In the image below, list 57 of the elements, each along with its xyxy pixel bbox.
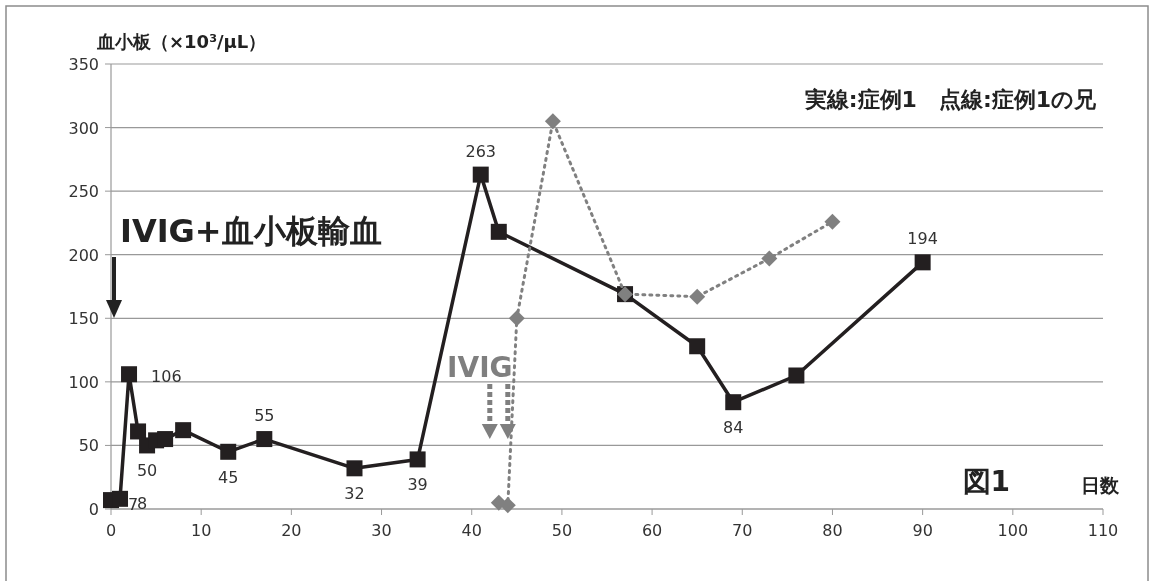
y-tick-label: 100 — [68, 372, 99, 392]
point — [508, 310, 525, 327]
point — [914, 254, 931, 271]
y-tick-label: 0 — [88, 500, 99, 519]
point — [220, 443, 237, 460]
x-tick-label: 100 — [997, 521, 1029, 540]
x-tick-label: 10 — [191, 521, 212, 540]
point — [256, 431, 273, 448]
x-tick-label: 50 — [551, 521, 573, 540]
point — [130, 423, 147, 440]
annotation: IVIG — [447, 351, 513, 385]
y-tick-label: 250 — [68, 182, 99, 202]
point — [112, 490, 129, 507]
x-tick-label: 40 — [461, 521, 482, 540]
data-label: 7 — [128, 495, 139, 515]
x-tick-label: 0 — [105, 521, 117, 540]
annotation: IVIG+血小板輸血 — [120, 212, 382, 250]
point — [409, 451, 426, 468]
point — [824, 213, 841, 230]
point — [544, 113, 561, 130]
x-tick-label: 70 — [732, 521, 753, 540]
data-label: 8 — [137, 493, 148, 513]
point — [157, 431, 174, 448]
data-label: 194 — [907, 229, 938, 249]
annotation: 図1 — [962, 465, 1010, 498]
x-tick-label: 20 — [281, 521, 302, 540]
x-tick-label: 90 — [912, 521, 933, 540]
point — [175, 422, 192, 439]
data-label: 45 — [218, 467, 239, 487]
data-label: 39 — [407, 475, 428, 495]
point — [761, 250, 778, 267]
x-tick-label: 110 — [1087, 521, 1119, 540]
data-label: 50 — [136, 461, 158, 481]
point — [472, 166, 489, 183]
x-tick-label: 30 — [371, 521, 392, 540]
y-tick-label: 150 — [68, 309, 99, 329]
x-tick-label: 80 — [822, 521, 843, 540]
x-tick-label: 60 — [641, 521, 663, 540]
point — [490, 223, 507, 240]
y-axis-title: 血小板（×10³/μL） — [96, 31, 267, 52]
y-tick-label: 300 — [68, 118, 99, 138]
point — [689, 338, 706, 355]
point — [788, 367, 805, 384]
x-axis-title: 日数 — [1081, 474, 1120, 496]
point — [725, 394, 742, 411]
data-label: 263 — [465, 141, 497, 161]
annotation: 実線:症例1 点線:症例1の兄 — [803, 87, 1097, 112]
point — [121, 366, 138, 383]
point — [689, 288, 706, 305]
y-tick-label: 200 — [68, 245, 99, 265]
y-tick-label: 50 — [78, 436, 99, 456]
point — [346, 460, 363, 477]
data-label: 106 — [151, 367, 182, 387]
y-tick-label: 350 — [68, 55, 99, 74]
data-label: 84 — [723, 418, 744, 438]
data-label: 55 — [254, 406, 275, 426]
data-label: 32 — [344, 484, 365, 504]
